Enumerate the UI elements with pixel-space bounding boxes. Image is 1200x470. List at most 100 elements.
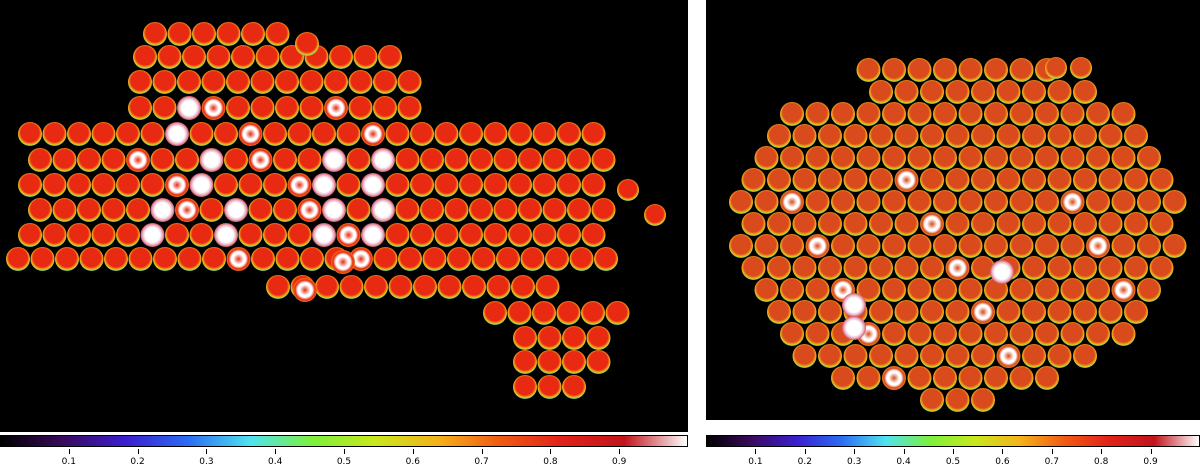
- right-fiber: [780, 278, 804, 302]
- right-fiber: [907, 278, 932, 302]
- left-fiber: [67, 122, 91, 146]
- left-fiber: [6, 247, 30, 271]
- right-fiber: [805, 190, 830, 214]
- right-fiber: [831, 366, 855, 390]
- right-fiber: [1073, 168, 1097, 192]
- left-fiber: [486, 275, 511, 299]
- right-fiber: [882, 190, 906, 214]
- left-fiber: [77, 148, 101, 172]
- right-fiber: [945, 256, 970, 280]
- left-fiber: [581, 173, 606, 197]
- left-fiber: [413, 275, 437, 299]
- colorbar-tick-label: 0.5: [336, 457, 352, 467]
- right-fiber: [933, 322, 957, 346]
- right-fiber: [818, 168, 842, 192]
- left-fiber: [214, 122, 238, 146]
- right-fiber: [882, 322, 906, 346]
- right-fiber: [1073, 256, 1097, 280]
- right-fiber: [1137, 234, 1161, 258]
- left-fiber: [133, 45, 157, 69]
- left-fiber: [437, 275, 462, 299]
- right-mosaic-panel: [706, 0, 1200, 420]
- right-fiber: [984, 190, 1008, 214]
- right-fiber: [869, 124, 893, 148]
- right-fiber: [984, 366, 1008, 390]
- right-fiber: [958, 190, 983, 214]
- left-fiber: [532, 223, 557, 247]
- left-fiber: [116, 173, 140, 197]
- left-fiber: [535, 275, 560, 299]
- right-colorbar-ticks: 0.1 0.2 0.3 0.4 0.5 0.6 0.7 0.8 0.9: [706, 449, 1200, 469]
- colorbar-tick-mark: [854, 449, 856, 454]
- right-fiber: [945, 212, 970, 236]
- right-fiber: [996, 300, 1021, 324]
- colorbar-tick-mark: [1051, 449, 1053, 454]
- right-fiber: [894, 124, 919, 148]
- left-fiber: [483, 223, 508, 247]
- left-fiber: [91, 223, 116, 247]
- left-fiber: [177, 247, 202, 271]
- right-fiber: [741, 256, 766, 280]
- left-fiber: [189, 122, 214, 146]
- right-fiber: [1060, 146, 1085, 170]
- left-fiber: [202, 247, 226, 271]
- left-fiber: [18, 173, 42, 197]
- left-fiber: [434, 223, 459, 247]
- right-fiber: [1009, 102, 1034, 126]
- right-fiber: [729, 234, 753, 258]
- right-fiber: [1098, 300, 1123, 324]
- left-fiber: [459, 173, 483, 197]
- left-fiber: [542, 198, 567, 222]
- right-fiber: [920, 80, 944, 104]
- right-fiber: [856, 366, 881, 390]
- right-fiber: [1045, 57, 1067, 79]
- right-fiber: [907, 234, 932, 258]
- left-fiber: [562, 350, 586, 374]
- left-fiber: [483, 173, 508, 197]
- right-fiber: [767, 256, 791, 280]
- left-fiber: [508, 173, 532, 197]
- right-fiber: [843, 256, 868, 280]
- right-fiber: [729, 190, 753, 214]
- left-fiber: [214, 173, 238, 197]
- right-fiber: [805, 278, 830, 302]
- right-fiber: [869, 256, 893, 280]
- colorbar-tick-mark: [275, 449, 277, 454]
- left-fiber: [398, 247, 422, 271]
- left-fiber: [165, 223, 189, 247]
- left-fiber: [581, 223, 606, 247]
- right-fiber: [894, 344, 919, 368]
- right-fiber: [1086, 322, 1110, 346]
- right-fiber: [971, 300, 995, 324]
- left-mosaic-image: [6, 22, 666, 399]
- right-fiber: [843, 168, 868, 192]
- left-fiber: [128, 247, 153, 271]
- colorbar-tick-mark: [1101, 449, 1103, 454]
- left-fiber: [349, 247, 373, 271]
- left-fiber: [532, 122, 557, 146]
- left-fiber: [581, 301, 605, 325]
- left-fiber: [397, 70, 422, 94]
- right-fiber: [741, 212, 766, 236]
- left-fiber: [567, 198, 591, 222]
- left-fiber: [126, 198, 150, 222]
- left-fiber: [140, 223, 165, 247]
- colorbar-tick-label: 0.8: [1094, 457, 1109, 467]
- left-fiber: [177, 70, 201, 94]
- left-fiber: [556, 301, 581, 325]
- left-fiber: [287, 173, 312, 197]
- right-fiber: [869, 80, 893, 104]
- right-fiber: [1149, 256, 1174, 280]
- left-fiber: [410, 173, 434, 197]
- colorbar-tick-label: 0.3: [847, 457, 862, 467]
- left-fiber: [385, 223, 410, 247]
- right-fiber: [754, 234, 779, 258]
- left-fiber: [336, 173, 361, 197]
- right-fiber: [996, 212, 1021, 236]
- left-fiber: [177, 96, 201, 120]
- right-fiber: [907, 58, 932, 82]
- right-fiber: [1098, 124, 1123, 148]
- right-fiber: [971, 80, 995, 104]
- left-fiber: [42, 223, 67, 247]
- right-fiber: [1060, 102, 1085, 126]
